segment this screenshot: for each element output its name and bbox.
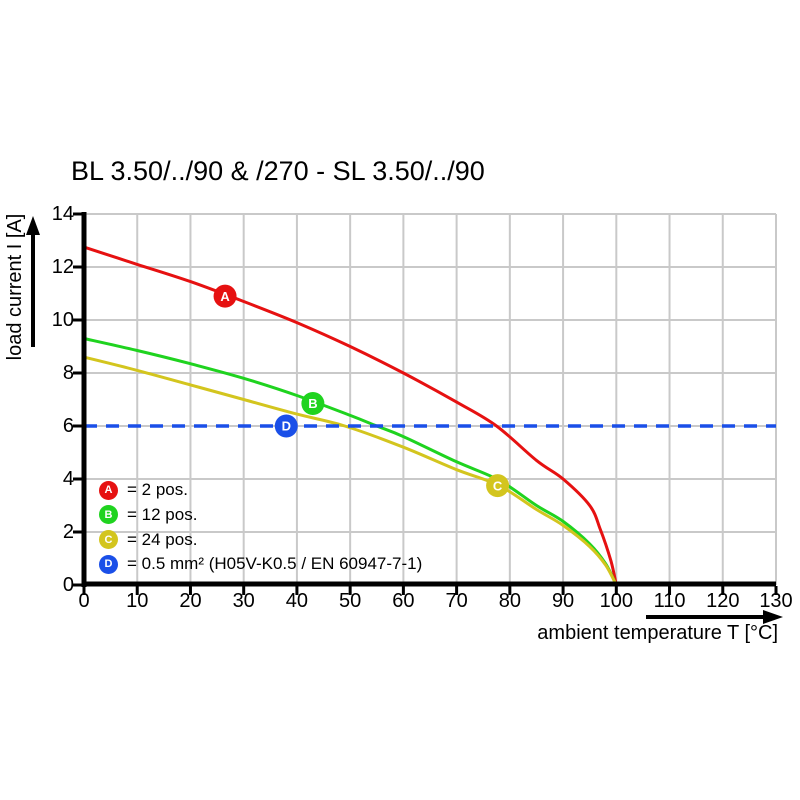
legend-item-b: B = 12 pos.	[99, 505, 197, 525]
legend-item-d: D = 0.5 mm² (H05V-K0.5 / EN 60947-7-1)	[99, 554, 422, 574]
legend-item-c: C = 24 pos.	[99, 530, 197, 550]
legend-label: = 0.5 mm² (H05V-K0.5 / EN 60947-7-1)	[127, 554, 423, 574]
legend-label: = 2 pos.	[127, 480, 188, 499]
x-tick-label: 0	[78, 590, 90, 612]
legend-label: = 24 pos.	[127, 529, 198, 549]
x-tick-label: 50	[339, 590, 362, 612]
x-tick-label: 30	[232, 590, 255, 612]
y-tick-label: 10	[51, 308, 74, 331]
curve-marker-c: C	[486, 474, 510, 498]
x-tick-label: 40	[285, 590, 309, 612]
x-tick-label: 110	[653, 590, 686, 612]
curve-b	[83, 337, 618, 586]
svg-text:A: A	[220, 289, 230, 304]
x-tick-label: 90	[551, 590, 575, 612]
x-axis-label: ambient temperature T [°C]	[537, 622, 778, 644]
legend-marker-d-icon: D	[99, 554, 118, 574]
legend-item-a: A = 2 pos.	[99, 480, 188, 500]
curve-marker-d: D	[274, 414, 298, 438]
curve-marker-b: B	[301, 391, 325, 415]
curve-a	[83, 245, 618, 586]
y-tick-label: 0	[62, 573, 74, 596]
y-tick-label: 14	[51, 202, 74, 225]
x-tick-label: 120	[706, 590, 740, 612]
svg-text:C: C	[493, 478, 503, 493]
x-tick-label: 60	[392, 590, 415, 612]
x-tick-label: 100	[599, 590, 633, 612]
x-tick-label: 70	[445, 590, 468, 612]
svg-text:B: B	[308, 396, 317, 411]
chart-title: BL 3.50/../90 & /270 - SL 3.50/../90	[71, 156, 485, 186]
legend-marker-a-icon: A	[99, 480, 118, 500]
svg-text:D: D	[282, 419, 291, 434]
x-tick-label: 80	[498, 590, 521, 612]
x-axis-arrow-right-icon	[646, 610, 783, 624]
legend-label: = 12 pos.	[127, 504, 198, 524]
y-tick-label: 12	[51, 255, 74, 278]
x-tick-label: 10	[126, 590, 149, 612]
y-axis-arrow-up-icon	[26, 216, 40, 347]
y-tick-label: 4	[62, 467, 74, 490]
y-tick-label: 6	[62, 414, 74, 437]
y-tick-label: 8	[62, 361, 74, 384]
x-tick-label: 20	[179, 590, 202, 612]
y-tick-label: 2	[62, 520, 74, 543]
curve-c	[83, 355, 618, 586]
legend-marker-b-icon: B	[99, 505, 118, 525]
curve-marker-a: A	[213, 284, 237, 308]
legend-marker-c-icon: C	[99, 530, 118, 550]
x-tick-label: 130	[759, 590, 793, 612]
